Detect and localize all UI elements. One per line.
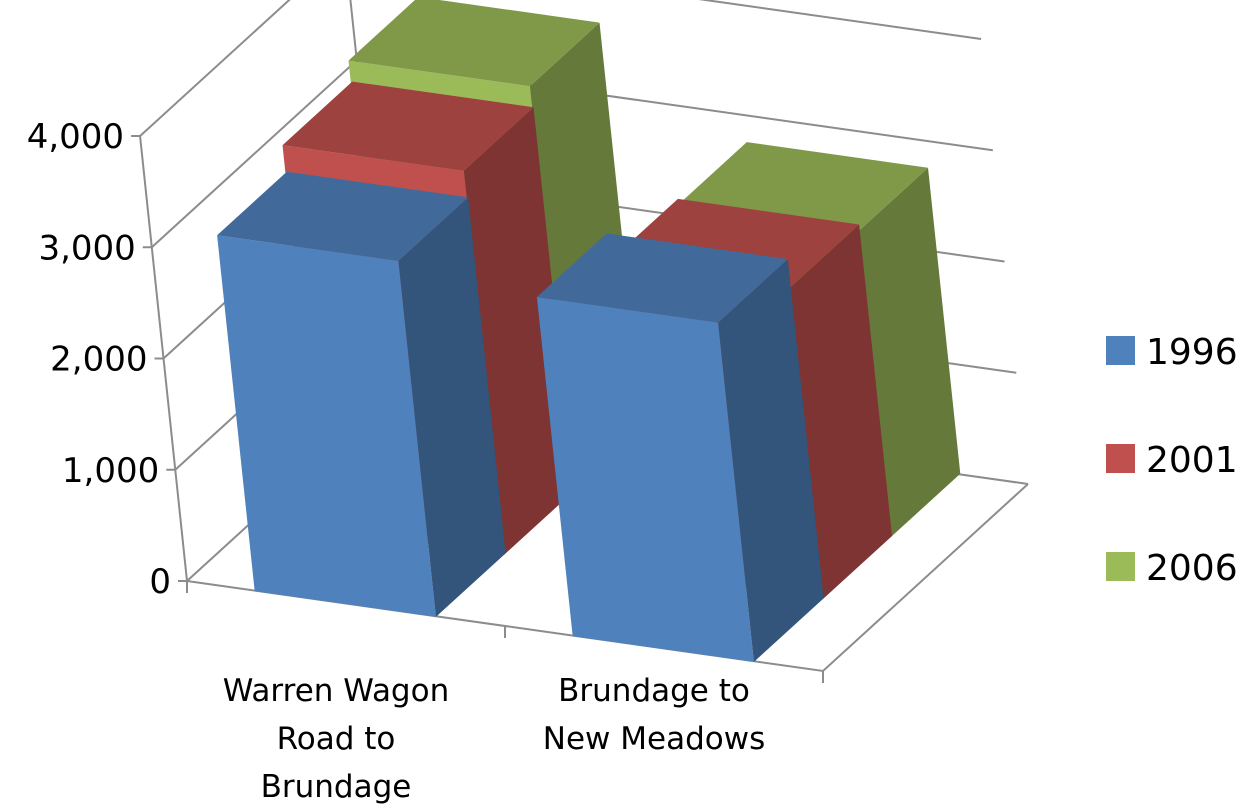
- bar-side-face: [789, 224, 892, 600]
- bar-1996-1: [217, 171, 506, 617]
- legend-swatch: [1106, 444, 1135, 473]
- bar-top-face: [536, 233, 788, 323]
- category-label-2: Brundage to New Meadows: [543, 673, 765, 757]
- legend-item-1996: 1996: [1106, 332, 1238, 373]
- bar-front-face: [217, 235, 436, 617]
- y-tick-label: 0: [149, 562, 171, 602]
- bar-front-face: [536, 297, 754, 662]
- bar-side-face: [718, 259, 824, 662]
- legend-swatch: [1106, 552, 1135, 581]
- category-label-line: Warren Wagon: [223, 673, 449, 709]
- y-axis-tick-labels: 0 1,000 2,000 3,000 4,000: [27, 117, 171, 602]
- bar-side-face: [463, 107, 574, 555]
- x-axis-category-labels: Warren Wagon Road to Brundage Brundage to Ne…: [223, 673, 765, 805]
- category-label-1: Warren Wagon Road to Brundage: [223, 673, 449, 805]
- bar-top-face: [348, 0, 600, 87]
- legend-label: 2001: [1146, 440, 1238, 481]
- legend-item-2006: 2006: [1106, 548, 1238, 589]
- category-label-line: New Meadows: [543, 721, 765, 757]
- gridline: [139, 0, 982, 137]
- bar-1996-2: [536, 233, 824, 662]
- bar-top-face: [217, 171, 469, 261]
- category-label-line: Brundage to: [558, 673, 750, 709]
- legend-label: 2006: [1146, 548, 1238, 589]
- category-label-line: Brundage: [261, 769, 412, 805]
- chart-bars: [217, 0, 961, 662]
- y-tick-label: 4,000: [27, 117, 124, 157]
- bar-side-face: [858, 167, 961, 538]
- legend: 1996 2001 2006: [1106, 332, 1238, 589]
- legend-item-2001: 2001: [1106, 440, 1238, 481]
- y-tick-label: 1,000: [62, 451, 159, 491]
- category-label-line: Road to: [277, 721, 396, 757]
- y-tick-label: 3,000: [38, 228, 135, 268]
- legend-swatch: [1106, 336, 1135, 365]
- bar-side-face: [398, 197, 506, 617]
- legend-label: 1996: [1146, 332, 1238, 373]
- bar-top-face: [282, 81, 534, 171]
- y-tick-label: 2,000: [50, 340, 147, 380]
